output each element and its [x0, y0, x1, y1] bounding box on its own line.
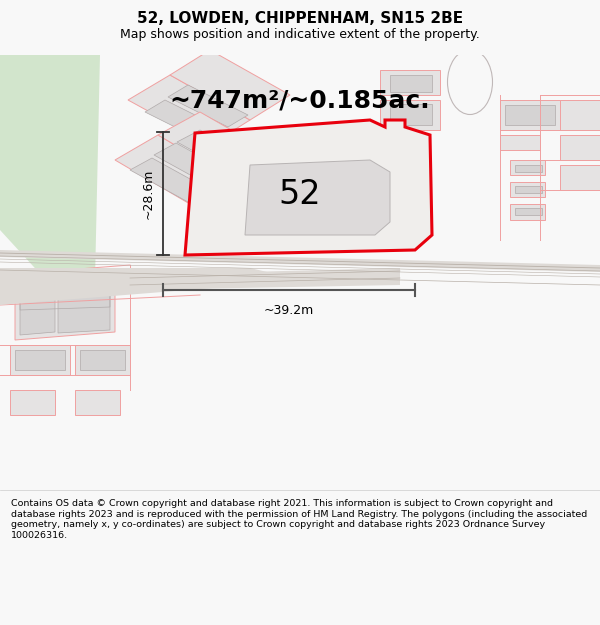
Polygon shape [130, 268, 400, 290]
Polygon shape [510, 160, 545, 175]
Polygon shape [58, 278, 110, 333]
Polygon shape [170, 50, 290, 120]
Polygon shape [560, 100, 600, 130]
Polygon shape [390, 104, 432, 125]
Polygon shape [158, 112, 280, 182]
Polygon shape [0, 250, 600, 272]
Text: Map shows position and indicative extent of the property.: Map shows position and indicative extent… [120, 28, 480, 41]
Polygon shape [154, 143, 234, 187]
Polygon shape [145, 100, 225, 142]
Polygon shape [10, 345, 70, 375]
Text: 52: 52 [278, 179, 322, 211]
Polygon shape [0, 55, 100, 290]
Polygon shape [75, 345, 130, 375]
Polygon shape [75, 390, 120, 415]
Text: ~28.6m: ~28.6m [142, 168, 155, 219]
Polygon shape [500, 100, 560, 130]
Polygon shape [515, 186, 542, 193]
Polygon shape [115, 135, 238, 207]
Polygon shape [505, 105, 555, 125]
Polygon shape [390, 75, 432, 92]
Polygon shape [0, 268, 280, 305]
Polygon shape [130, 158, 210, 202]
Polygon shape [560, 165, 600, 190]
Polygon shape [510, 204, 545, 220]
Polygon shape [510, 182, 545, 197]
Polygon shape [15, 350, 65, 370]
Polygon shape [380, 70, 440, 95]
Polygon shape [185, 120, 432, 255]
Text: ~747m²/~0.185ac.: ~747m²/~0.185ac. [170, 88, 430, 112]
Polygon shape [515, 208, 542, 215]
Polygon shape [245, 160, 390, 235]
Polygon shape [20, 283, 55, 335]
Polygon shape [380, 100, 440, 130]
Polygon shape [15, 275, 115, 340]
Polygon shape [128, 75, 250, 145]
Text: 52, LOWDEN, CHIPPENHAM, SN15 2BE: 52, LOWDEN, CHIPPENHAM, SN15 2BE [137, 11, 463, 26]
Polygon shape [80, 350, 125, 370]
Polygon shape [515, 165, 542, 172]
Text: ~39.2m: ~39.2m [264, 304, 314, 317]
Polygon shape [10, 390, 55, 415]
Polygon shape [177, 130, 258, 174]
Polygon shape [168, 85, 248, 127]
Text: Contains OS data © Crown copyright and database right 2021. This information is : Contains OS data © Crown copyright and d… [11, 499, 587, 539]
Polygon shape [500, 135, 540, 150]
Polygon shape [560, 135, 600, 160]
